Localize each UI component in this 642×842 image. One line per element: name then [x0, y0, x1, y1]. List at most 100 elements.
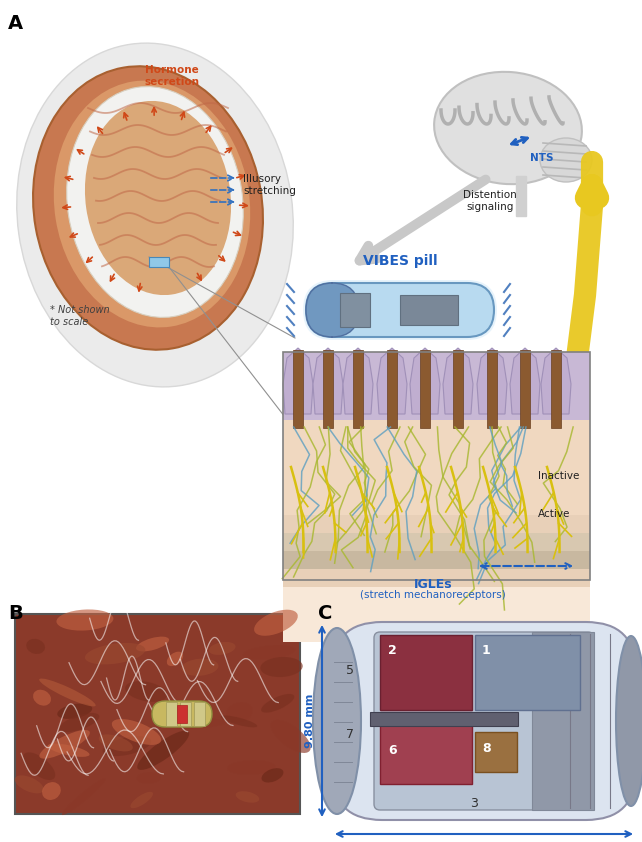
FancyBboxPatch shape [332, 622, 636, 820]
Ellipse shape [17, 43, 293, 386]
Ellipse shape [33, 67, 263, 349]
Bar [283, 587, 590, 642]
Bar [323, 350, 333, 428]
Text: 3: 3 [470, 797, 478, 810]
Bar [475, 732, 517, 772]
Polygon shape [377, 348, 407, 414]
Ellipse shape [59, 713, 100, 733]
Text: IGLEs: IGLEs [413, 578, 453, 591]
Ellipse shape [57, 704, 92, 719]
Bar [551, 350, 561, 428]
Polygon shape [443, 348, 473, 414]
Polygon shape [477, 348, 507, 414]
Ellipse shape [182, 658, 218, 676]
Bar [283, 420, 590, 515]
Text: 2: 2 [388, 644, 397, 657]
Ellipse shape [62, 778, 106, 815]
Ellipse shape [125, 681, 168, 702]
Ellipse shape [168, 719, 227, 729]
Ellipse shape [236, 791, 259, 802]
Ellipse shape [112, 719, 161, 745]
Ellipse shape [54, 81, 250, 328]
Bar [380, 712, 472, 784]
Ellipse shape [540, 138, 592, 182]
Ellipse shape [23, 753, 55, 780]
Ellipse shape [136, 637, 169, 652]
Bar [15, 614, 300, 814]
Polygon shape [313, 348, 343, 414]
Ellipse shape [167, 652, 183, 666]
Text: 6: 6 [388, 743, 397, 756]
Ellipse shape [15, 775, 44, 793]
Text: Hormone
secretion: Hormone secretion [144, 65, 200, 87]
Ellipse shape [26, 639, 45, 654]
Text: A: A [8, 14, 23, 33]
Bar [283, 569, 590, 587]
Ellipse shape [137, 772, 161, 784]
Bar [387, 350, 397, 428]
Bar [283, 533, 590, 551]
Ellipse shape [85, 101, 231, 295]
Ellipse shape [48, 743, 89, 757]
Text: VIBES pill: VIBES pill [363, 254, 437, 268]
Bar [293, 350, 303, 428]
Ellipse shape [85, 643, 145, 664]
Ellipse shape [243, 645, 295, 659]
FancyBboxPatch shape [306, 283, 359, 337]
Text: Distention
signaling: Distention signaling [463, 190, 517, 211]
Text: 4: 4 [641, 715, 642, 727]
Ellipse shape [67, 87, 243, 317]
Polygon shape [510, 348, 540, 414]
Text: C: C [318, 604, 333, 623]
Ellipse shape [33, 690, 51, 706]
Polygon shape [516, 176, 526, 216]
Ellipse shape [227, 760, 275, 775]
Bar [380, 635, 472, 710]
Ellipse shape [221, 716, 257, 727]
Bar [353, 350, 363, 428]
FancyBboxPatch shape [306, 283, 494, 337]
Bar [520, 350, 530, 428]
Ellipse shape [103, 736, 151, 756]
Ellipse shape [130, 791, 153, 808]
FancyBboxPatch shape [303, 280, 497, 340]
Ellipse shape [137, 731, 189, 770]
Bar [475, 635, 580, 710]
Bar [400, 295, 458, 325]
Text: 8: 8 [482, 742, 490, 755]
Ellipse shape [271, 720, 311, 753]
Text: 7: 7 [346, 727, 354, 740]
Ellipse shape [616, 636, 642, 806]
Ellipse shape [261, 694, 294, 712]
Ellipse shape [209, 642, 236, 655]
Bar [420, 350, 430, 428]
Ellipse shape [99, 734, 133, 751]
Bar [283, 515, 590, 533]
Text: NTS: NTS [530, 153, 553, 163]
Polygon shape [283, 348, 313, 414]
Ellipse shape [254, 610, 298, 636]
Bar [532, 632, 594, 810]
Polygon shape [541, 348, 571, 414]
Bar [283, 551, 590, 569]
Ellipse shape [56, 610, 114, 631]
Bar [149, 257, 169, 267]
Bar [177, 705, 187, 723]
Ellipse shape [313, 628, 361, 814]
Text: 9.80 mm: 9.80 mm [305, 694, 315, 749]
Ellipse shape [39, 679, 96, 706]
Ellipse shape [434, 72, 582, 184]
Bar [180, 702, 191, 726]
Bar [453, 350, 463, 428]
Text: Illusory
stretching: Illusory stretching [243, 174, 296, 196]
Ellipse shape [39, 730, 90, 759]
Bar [487, 350, 497, 428]
Text: B: B [8, 604, 22, 623]
Bar [283, 352, 590, 580]
Bar [194, 702, 205, 726]
Ellipse shape [42, 782, 61, 800]
FancyBboxPatch shape [152, 701, 212, 727]
Text: * Not shown
to scale: * Not shown to scale [50, 305, 110, 327]
Text: (stretch mechanoreceptors): (stretch mechanoreceptors) [360, 590, 506, 600]
Polygon shape [410, 348, 440, 414]
